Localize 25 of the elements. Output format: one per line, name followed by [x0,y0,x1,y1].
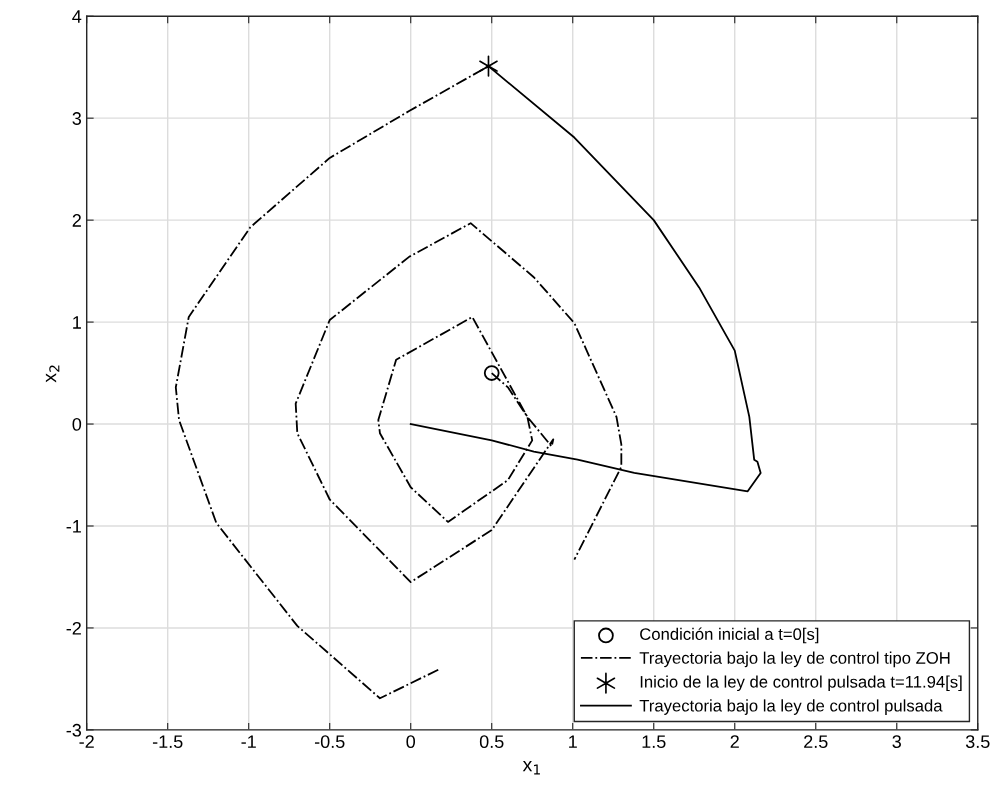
legend-label: Inicio de la ley de control pulsada t=11.94[s] [640,675,962,692]
x-tick-label: -0.5 [314,735,345,749]
x-tick-label: 2.5 [804,735,828,749]
legend-label: Condición inicial a t=0[s] [640,627,819,644]
y-tick-label: -1 [66,520,81,533]
y-tick-label: 4 [72,10,82,23]
x-tick-label: 1 [569,735,577,748]
legend-label: Trayectoria bajo la ley de control pulsada [639,699,943,715]
y-tick-label: 0 [72,417,82,431]
y-tick-label: -3 [66,723,82,737]
y-tick-label: 1 [73,316,81,329]
x-tick-label: 1.5 [642,735,666,749]
x-tick-label: -1 [241,735,256,748]
x-tick-label: 3.5 [965,735,990,749]
y-axis-title: x$_{2}$ [45,365,60,383]
y-tick-label: 3 [72,112,82,125]
legend-label: Trayectoria bajo la ley de control tipo ZOH [639,651,950,668]
y-tick-label: 2 [72,214,81,227]
x-tick-label: 2 [730,735,739,748]
x-tick-label: -1.5 [152,735,183,749]
y-tick-label: -2 [66,621,81,635]
x-tick-label: 3 [892,735,901,749]
x-tick-label: 0 [406,735,416,749]
x-axis-title: x$_{1}$ [522,760,540,775]
x-tick-label: 0.5 [479,735,504,749]
